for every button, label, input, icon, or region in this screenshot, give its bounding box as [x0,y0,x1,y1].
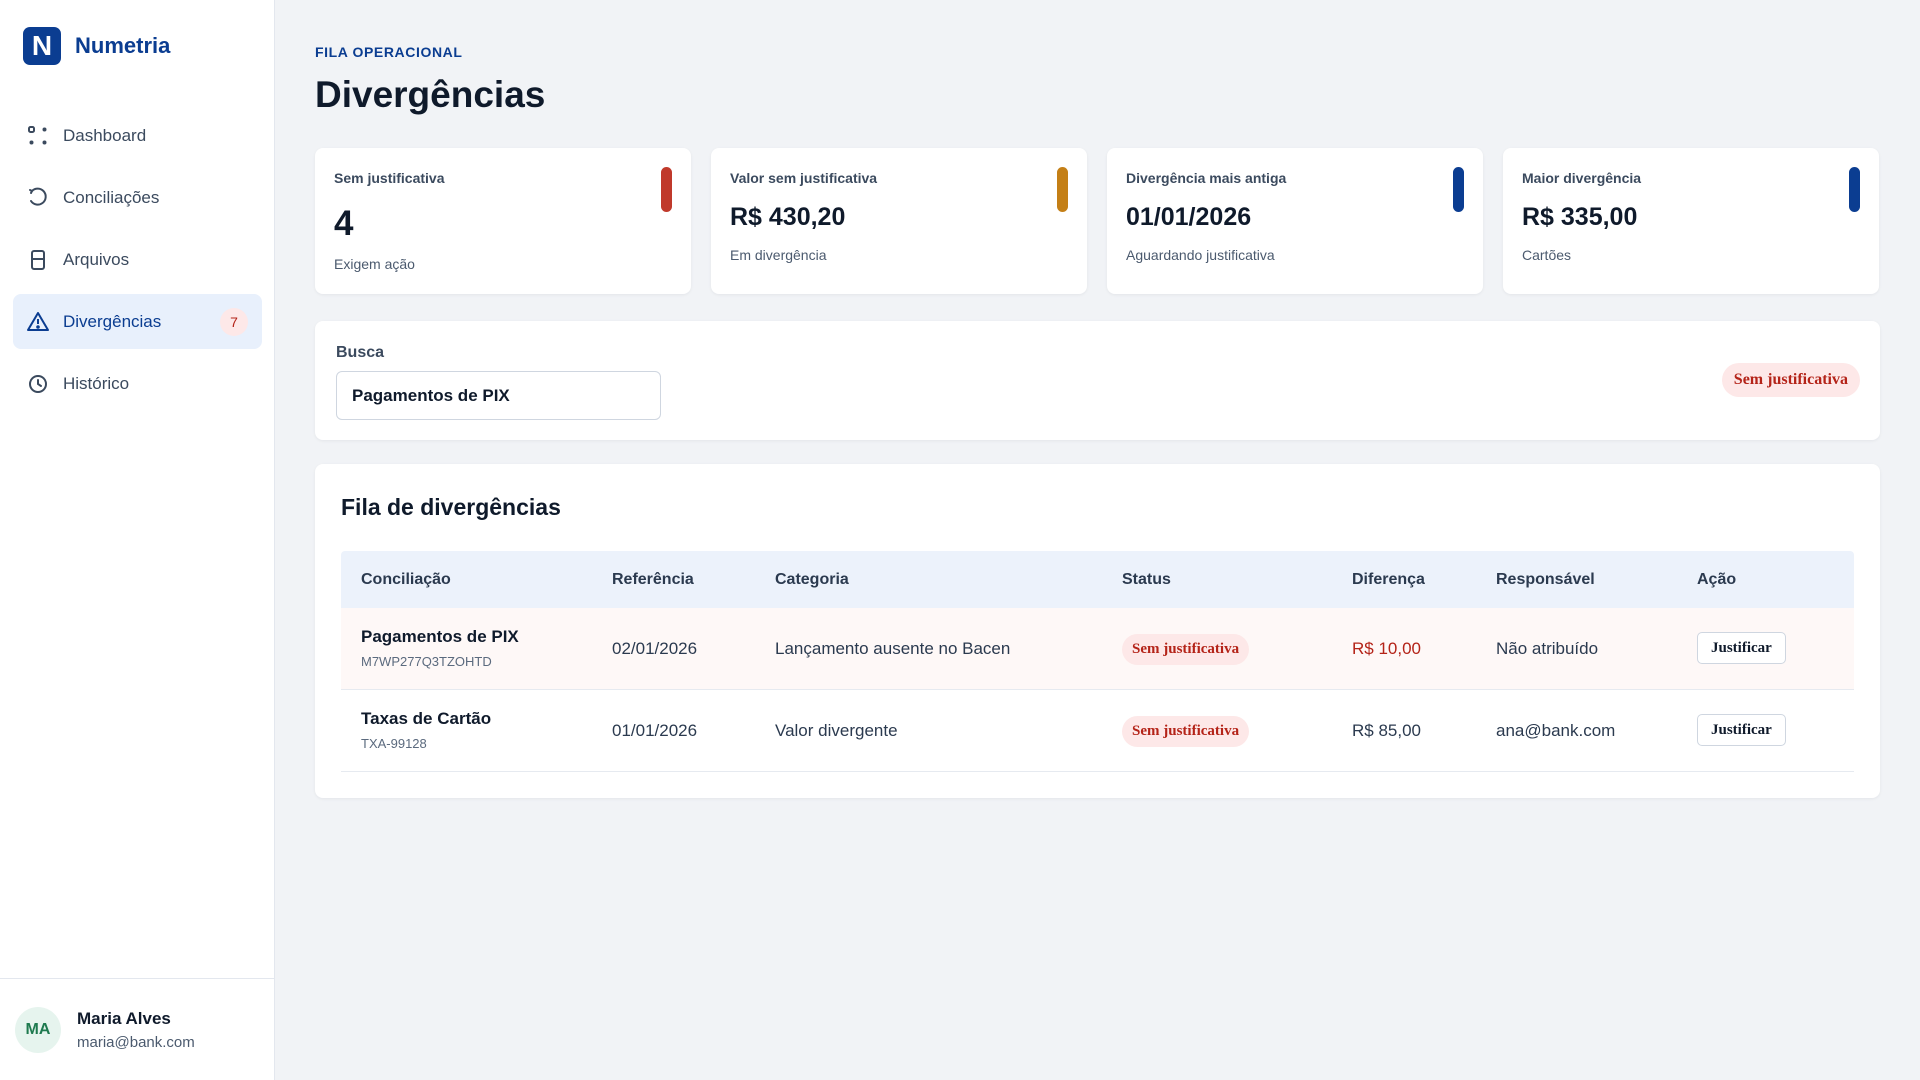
kpi-accent-bar [1057,167,1068,212]
category: Valor divergente [775,721,898,740]
reconciliation-code: TXA-99128 [361,736,427,751]
user-profile[interactable]: MA Maria Alves maria@bank.com [0,978,274,1080]
column-header[interactable]: Diferença [1352,571,1425,588]
sidebar-nav: Dashboard Conciliações Arquivos [13,108,262,418]
table-row[interactable]: Pagamentos de PIX M7WP277Q3TZOHTD 02/01/… [341,608,1854,690]
difference-value: R$ 10,00 [1352,639,1421,658]
sidebar: N Numetria Dashboard Conciliaçõe [0,0,275,1080]
status-badge: Sem justificativa [1122,716,1250,747]
kpi-value: 4 [334,204,354,243]
column-header[interactable]: Status [1122,571,1171,588]
column-header[interactable]: Conciliação [361,571,451,588]
sidebar-item-label: Dashboard [63,125,147,145]
sidebar-item-arquivos[interactable]: Arquivos [13,232,262,287]
clock-icon [25,371,51,397]
kpi-accent-bar [1849,167,1860,212]
user-email: maria@bank.com [77,1033,195,1051]
sidebar-item-historico[interactable]: Histórico [13,356,262,411]
page-title: Divergências [315,74,546,115]
category: Lançamento ausente no Bacen [775,639,1011,658]
filter-panel: Busca Sem justificativa [315,321,1880,440]
kpi-value: 01/01/2026 [1126,203,1252,231]
brand[interactable]: N Numetria [23,27,170,65]
kpi-card-sem-justificativa: Sem justificativa 4 Exigem ação [315,148,691,294]
refresh-icon [25,185,51,211]
kpi-value: R$ 335,00 [1522,203,1638,231]
column-header[interactable]: Categoria [775,571,849,588]
divergence-queue: Fila de divergências Conciliação Referên… [315,464,1880,798]
page-eyebrow: FILA OPERACIONAL [315,44,463,60]
kpi-card-valor: Valor sem justificativa R$ 430,20 Em div… [711,148,1087,294]
status-badge: Sem justificativa [1122,634,1250,665]
divergence-table: Conciliação Referência Categoria Status … [341,551,1854,772]
brand-name: Numetria [75,33,171,58]
reconciliation-name: Pagamentos de PIX [361,627,519,646]
kpi-card-maior: Maior divergência R$ 335,00 Cartões [1503,148,1879,294]
kpi-sub: Cartões [1522,247,1572,263]
owner: Não atribuído [1496,639,1599,658]
sidebar-item-label: Divergências [63,311,162,331]
column-header[interactable]: Referência [612,571,694,588]
reconciliation-code: M7WP277Q3TZOHTD [361,654,492,669]
reference-date: 01/01/2026 [612,721,698,740]
sidebar-item-conciliacoes[interactable]: Conciliações [13,170,262,225]
kpi-value: R$ 430,20 [730,203,846,231]
search-label: Busca [336,344,385,361]
kpi-sub: Em divergência [730,247,827,263]
sidebar-item-dashboard[interactable]: Dashboard [13,108,262,163]
file-icon [25,247,51,273]
reference-date: 02/01/2026 [612,639,698,658]
sidebar-item-label: Arquivos [63,249,130,269]
table-row[interactable]: Taxas de Cartão TXA-99128 01/01/2026 Val… [341,690,1854,772]
column-header[interactable]: Responsável [1496,571,1595,588]
user-name: Maria Alves [77,1008,171,1028]
owner: ana@bank.com [1496,721,1616,740]
sidebar-item-label: Conciliações [63,187,160,207]
kpi-label: Valor sem justificativa [730,170,878,186]
kpi-accent-bar [1453,167,1464,212]
difference-value: R$ 85,00 [1352,721,1421,740]
kpi-accent-bar [661,167,672,212]
section-title: Fila de divergências [341,494,561,520]
status-filter-chip[interactable]: Sem justificativa [1721,363,1860,397]
table-header: Conciliação Referência Categoria Status … [341,551,1854,608]
grid-icon [25,123,51,149]
sidebar-item-divergencias[interactable]: Divergências 7 [13,294,262,349]
reconciliation-name: Taxas de Cartão [361,709,492,728]
warning-icon [25,309,51,335]
kpi-label: Sem justificativa [334,170,445,186]
kpi-card-mais-antiga: Divergência mais antiga 01/01/2026 Aguar… [1107,148,1483,294]
kpi-label: Maior divergência [1522,170,1642,186]
avatar: MA [15,1006,61,1053]
kpi-label: Divergência mais antiga [1126,170,1287,186]
sidebar-item-label: Histórico [63,373,130,393]
kpi-sub: Aguardando justificativa [1126,247,1275,263]
justify-button[interactable]: Justificar [1697,714,1786,746]
count-badge: 7 [220,308,248,336]
column-header: Ação [1697,571,1737,588]
search-input[interactable] [336,371,661,420]
brand-logo-icon: N [23,27,61,65]
justify-button[interactable]: Justificar [1697,632,1786,664]
kpi-sub: Exigem ação [334,256,415,272]
